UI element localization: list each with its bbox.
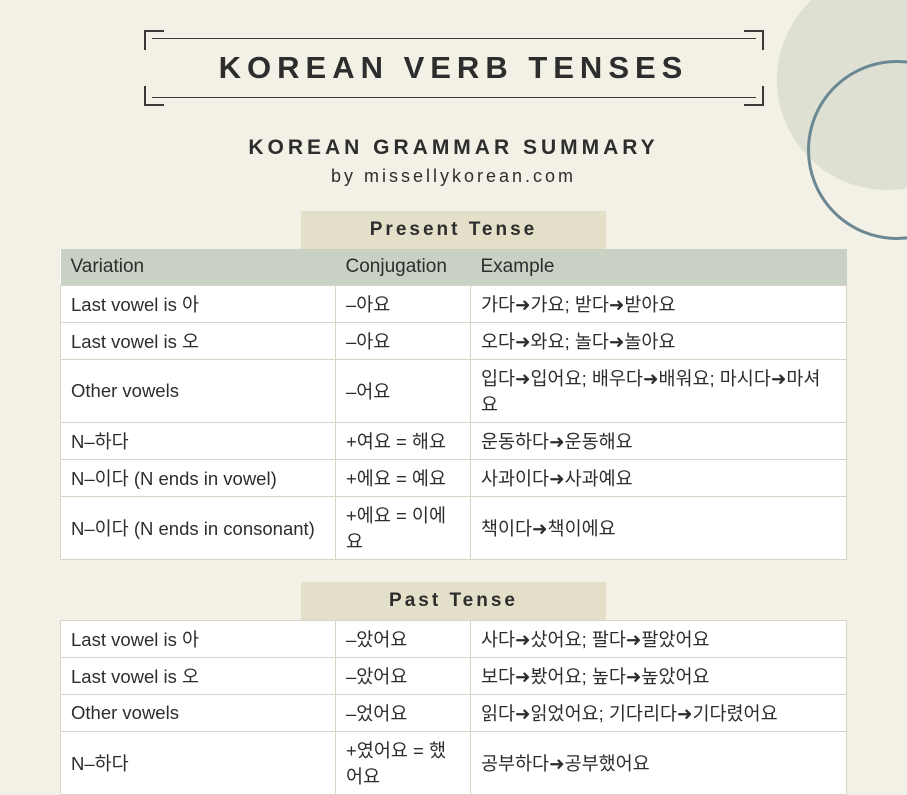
table-row: N–이다 (N ends in consonant)+에요 = 이에요책이다➜책… xyxy=(61,497,847,560)
section-heading: Present Tense xyxy=(301,211,606,249)
page-content: KOREAN VERB TENSES KOREAN GRAMMAR SUMMAR… xyxy=(0,0,907,795)
table-cell: 읽다➜읽었어요; 기다리다➜기다렸어요 xyxy=(471,695,847,732)
frame-corner xyxy=(744,86,764,106)
section-heading: Past Tense xyxy=(301,582,606,620)
table-cell: 오다➜와요; 놀다➜놀아요 xyxy=(471,323,847,360)
table-cell: 보다➜봤어요; 높다➜높았어요 xyxy=(471,658,847,695)
table-cell: 입다➜입어요; 배우다➜배워요; 마시다➜마셔요 xyxy=(471,360,847,423)
frame-corner xyxy=(144,30,164,50)
frame-corner xyxy=(144,86,164,106)
table-row: N–이다 (N ends in vowel)+에요 = 예요사과이다➜사과예요 xyxy=(61,460,847,497)
tense-table: Last vowel is 아–았어요사다➜샀어요; 팔다➜팔았어요Last v… xyxy=(60,620,847,795)
table-header-cell: Conjugation xyxy=(336,249,471,286)
table-cell: –아요 xyxy=(336,323,471,360)
table-cell: Last vowel is 아 xyxy=(61,286,336,323)
table-row: Last vowel is 오–았어요보다➜봤어요; 높다➜높았어요 xyxy=(61,658,847,695)
table-row: N–하다+여요 = 해요운동하다➜운동해요 xyxy=(61,423,847,460)
table-cell: N–하다 xyxy=(61,732,336,795)
table-cell: N–이다 (N ends in consonant) xyxy=(61,497,336,560)
table-cell: Last vowel is 오 xyxy=(61,323,336,360)
table-cell: –었어요 xyxy=(336,695,471,732)
table-cell: N–하다 xyxy=(61,423,336,460)
frame-line xyxy=(152,97,756,98)
table-cell: +여요 = 해요 xyxy=(336,423,471,460)
table-row: Other vowels–었어요읽다➜읽었어요; 기다리다➜기다렸어요 xyxy=(61,695,847,732)
table-header-cell: Example xyxy=(471,249,847,286)
table-cell: +였어요 = 했어요 xyxy=(336,732,471,795)
table-cell: –아요 xyxy=(336,286,471,323)
table-header-cell: Variation xyxy=(61,249,336,286)
table-row: Last vowel is 아–았어요사다➜샀어요; 팔다➜팔았어요 xyxy=(61,621,847,658)
tense-table: VariationConjugationExampleLast vowel is… xyxy=(60,249,847,560)
frame-corner xyxy=(744,30,764,50)
table-row: Last vowel is 아–아요가다➜가요; 받다➜받아요 xyxy=(61,286,847,323)
title-frame: KOREAN VERB TENSES xyxy=(144,30,764,106)
table-cell: Last vowel is 오 xyxy=(61,658,336,695)
table-cell: 사다➜샀어요; 팔다➜팔았어요 xyxy=(471,621,847,658)
table-cell: N–이다 (N ends in vowel) xyxy=(61,460,336,497)
frame-line xyxy=(152,38,756,39)
table-row: Last vowel is 오–아요오다➜와요; 놀다➜놀아요 xyxy=(61,323,847,360)
table-cell: –았어요 xyxy=(336,621,471,658)
table-cell: Other vowels xyxy=(61,695,336,732)
table-cell: 사과이다➜사과예요 xyxy=(471,460,847,497)
table-cell: Other vowels xyxy=(61,360,336,423)
page-title: KOREAN VERB TENSES xyxy=(174,50,734,86)
page-subtitle: KOREAN GRAMMAR SUMMARY xyxy=(60,136,847,160)
table-cell: +에요 = 예요 xyxy=(336,460,471,497)
table-row: N–하다+였어요 = 했어요공부하다➜공부했어요 xyxy=(61,732,847,795)
table-cell: 공부하다➜공부했어요 xyxy=(471,732,847,795)
table-cell: +에요 = 이에요 xyxy=(336,497,471,560)
table-cell: –았어요 xyxy=(336,658,471,695)
table-cell: 책이다➜책이에요 xyxy=(471,497,847,560)
table-row: Other vowels–어요입다➜입어요; 배우다➜배워요; 마시다➜마셔요 xyxy=(61,360,847,423)
table-cell: Last vowel is 아 xyxy=(61,621,336,658)
page-byline: by missellykorean.com xyxy=(60,166,847,187)
table-cell: 가다➜가요; 받다➜받아요 xyxy=(471,286,847,323)
table-cell: 운동하다➜운동해요 xyxy=(471,423,847,460)
table-cell: –어요 xyxy=(336,360,471,423)
